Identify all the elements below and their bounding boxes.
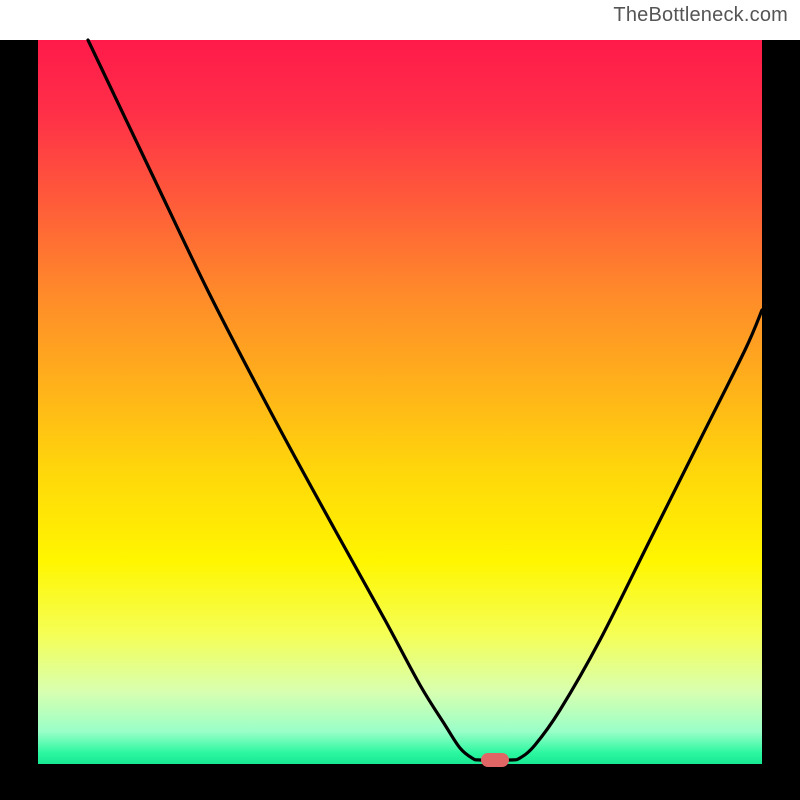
chart-svg (0, 0, 800, 800)
optimal-marker (481, 753, 509, 767)
watermark-text: TheBottleneck.com (613, 4, 788, 27)
chart-container: TheBottleneck.com (0, 0, 800, 800)
gradient-background (38, 40, 762, 764)
